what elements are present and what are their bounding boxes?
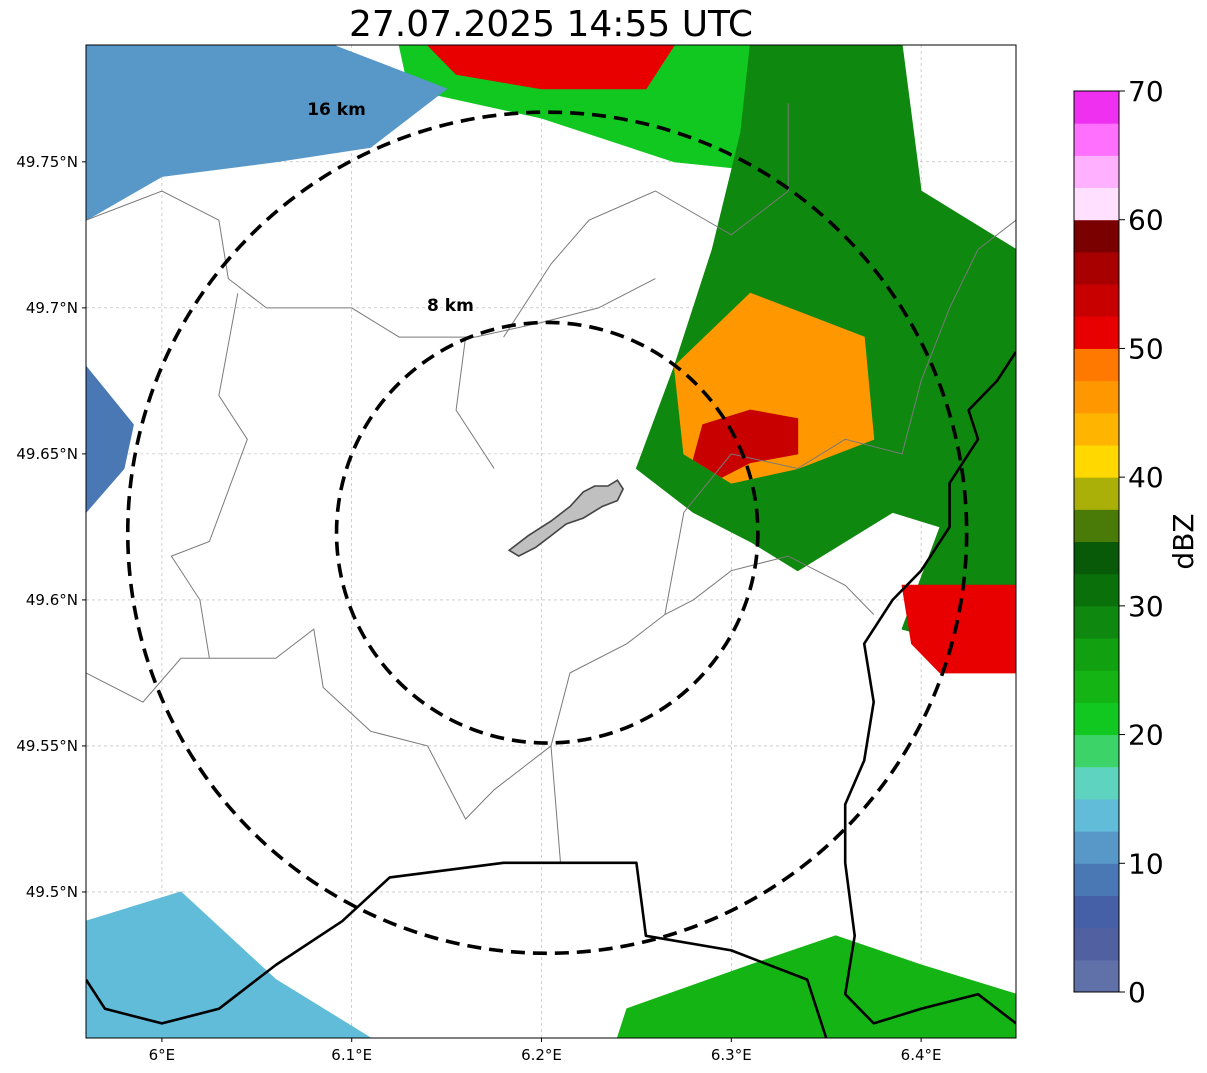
- internal-border: [86, 190, 656, 338]
- x-axis: 6°E 6.1°E 6.2°E 6.3°E 6.4°E: [149, 1038, 942, 1064]
- colorbar-bin: [1074, 895, 1119, 929]
- x-tick-label: 6.4°E: [901, 1046, 942, 1064]
- reflectivity-layer: [86, 45, 1016, 1038]
- range-ring-label: 16 km: [307, 100, 366, 120]
- y-tick-label: 49.7°N: [26, 299, 78, 317]
- internal-border: [170, 293, 248, 659]
- colorbar-tick-label: 10: [1128, 847, 1164, 880]
- colorbar-bin: [1074, 477, 1119, 510]
- colorbar-tick-label: 60: [1128, 204, 1164, 237]
- range-ring-label: 8 km: [427, 296, 474, 316]
- y-axis: 49.5°N 49.55°N 49.6°N 49.65°N 49.7°N 49.75°N: [16, 153, 86, 901]
- reflectivity-cell-southwest: [86, 891, 372, 1038]
- colorbar-bin: [1074, 251, 1119, 285]
- colorbar: 0 10 20 30 40 50 60 70 dBZ: [1073, 75, 1200, 1009]
- colorbar-bin: [1074, 187, 1119, 221]
- colorbar-bin: [1074, 766, 1119, 800]
- borders-layer: [86, 103, 1016, 1038]
- colorbar-bin: [1074, 316, 1119, 349]
- colorbar-tick-label: 30: [1128, 590, 1164, 623]
- colorbar-bin: [1074, 155, 1119, 189]
- colorbar-bin: [1074, 638, 1119, 671]
- colorbar-bin: [1074, 412, 1119, 446]
- internal-border: [550, 745, 561, 863]
- y-tick-label: 49.6°N: [26, 591, 78, 609]
- city-outline: [507, 479, 625, 558]
- colorbar-bin: [1074, 702, 1119, 736]
- colorbar-bin: [1074, 219, 1119, 253]
- colorbar-bin: [1074, 509, 1119, 542]
- colorbar-bin: [1074, 831, 1119, 864]
- colorbar-bin: [1074, 670, 1119, 703]
- reflectivity-cell-northeast-max: [692, 409, 799, 478]
- x-tick-label: 6.2°E: [521, 1046, 562, 1064]
- colorbar-tick-label: 0: [1128, 976, 1146, 1009]
- colorbar-bin: [1074, 444, 1119, 478]
- plot-frame: [85, 44, 1017, 1039]
- colorbar-bin: [1074, 863, 1119, 896]
- colorbar-tick-label: 40: [1128, 461, 1164, 494]
- x-tick-label: 6.3°E: [711, 1046, 752, 1064]
- y-tick-label: 49.65°N: [16, 445, 78, 463]
- colorbar-bin: [1074, 284, 1119, 317]
- reflectivity-cell-east-edge: [901, 584, 1016, 674]
- colorbar-bin: [1074, 734, 1119, 768]
- city-layer: [507, 479, 625, 558]
- internal-border: [503, 103, 789, 338]
- colorbar-label: dBZ: [1167, 513, 1200, 569]
- x-tick-label: 6.1°E: [331, 1046, 372, 1064]
- colorbar-frame: [1073, 90, 1120, 993]
- colorbar-bin: [1074, 605, 1119, 639]
- reflectivity-cell-north-core: [427, 45, 675, 90]
- colorbar-bin: [1074, 573, 1119, 607]
- colorbar-tick-label: 70: [1128, 75, 1164, 108]
- colorbar-bin: [1074, 959, 1119, 993]
- range-ring: [334, 320, 760, 745]
- y-tick-label: 49.5°N: [26, 883, 78, 901]
- international-border: [86, 861, 828, 1038]
- colorbar-bin: [1074, 798, 1119, 832]
- y-tick-label: 49.75°N: [16, 153, 78, 171]
- colorbar-bin: [1074, 348, 1119, 382]
- range-ring: [125, 110, 969, 956]
- colorbar-tick-label: 20: [1128, 719, 1164, 752]
- internal-border: [86, 555, 875, 820]
- colorbar-tick-label: 50: [1128, 332, 1164, 365]
- international-border: [843, 350, 1016, 1025]
- y-tick-label: 49.55°N: [16, 737, 78, 755]
- reflectivity-cell-west-edge: [86, 365, 134, 513]
- reflectivity-cell-southeast: [616, 935, 1016, 1038]
- colorbar-bin: [1074, 123, 1119, 156]
- reflectivity-cell-northwest: [86, 45, 448, 221]
- internal-border: [455, 337, 495, 469]
- colorbar-bin: [1074, 927, 1119, 961]
- range-rings: 8 km 16 km: [125, 100, 969, 956]
- colorbar-bin: [1074, 380, 1119, 414]
- x-tick-label: 6°E: [149, 1046, 176, 1064]
- colorbar-bin: [1074, 541, 1119, 575]
- colorbar-bin: [1074, 91, 1119, 124]
- internal-border: [664, 219, 1016, 615]
- map-title: 27.07.2025 14:55 UTC: [348, 4, 754, 45]
